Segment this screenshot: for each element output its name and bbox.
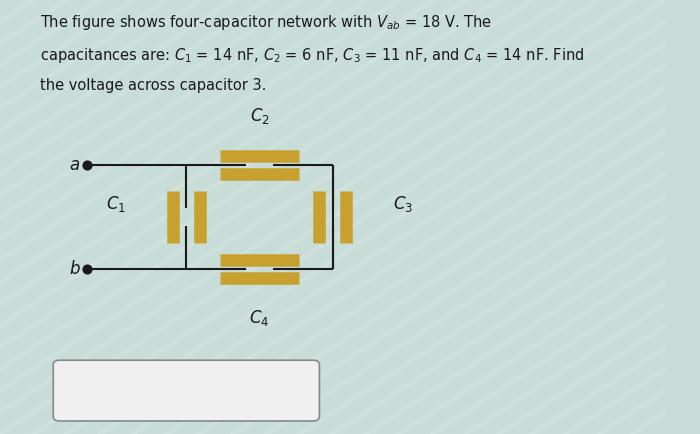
Text: $C_4$: $C_4$ xyxy=(249,308,270,328)
Point xyxy=(81,161,92,168)
Text: b: b xyxy=(69,260,80,278)
Text: The figure shows four-capacitor network with $V_{ab}$ = 18 V. The: The figure shows four-capacitor network … xyxy=(40,13,492,32)
Text: capacitances are: $C_1$ = 14 nF, $C_2$ = 6 nF, $C_3$ = 11 nF, and $C_4$ = 14 nF.: capacitances are: $C_1$ = 14 nF, $C_2$ =… xyxy=(40,46,584,65)
FancyBboxPatch shape xyxy=(53,360,319,421)
Text: the voltage across capacitor 3.: the voltage across capacitor 3. xyxy=(40,78,266,93)
Text: $C_3$: $C_3$ xyxy=(393,194,413,214)
Text: $C_2$: $C_2$ xyxy=(250,106,270,126)
Text: $C_1$: $C_1$ xyxy=(106,194,127,214)
Text: a: a xyxy=(69,156,80,174)
Point xyxy=(81,266,92,273)
